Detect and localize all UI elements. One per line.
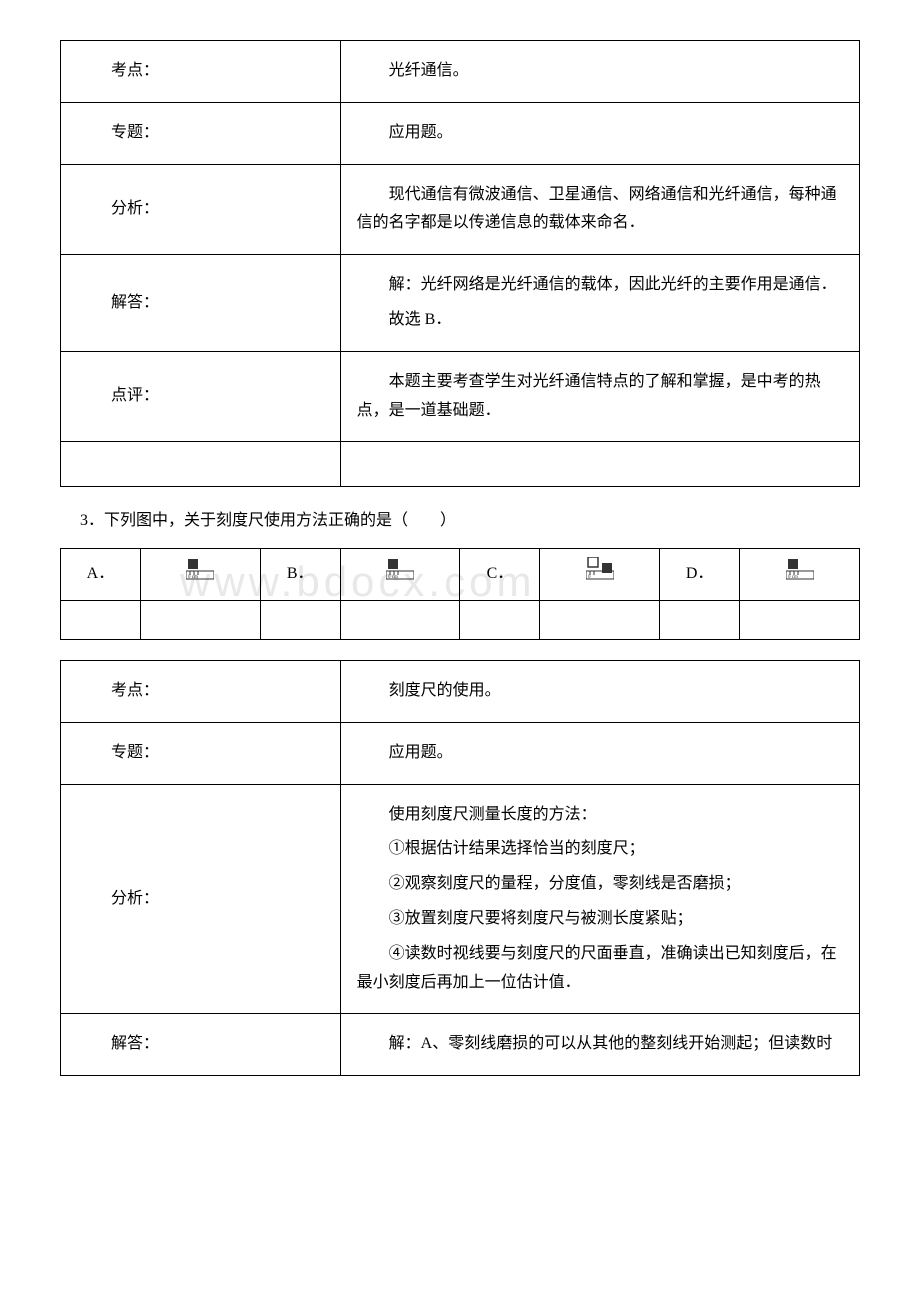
- row-label: 分析：: [61, 784, 341, 1014]
- row-label: 点评：: [61, 351, 341, 442]
- row-content: 本题主要考查学生对光纤通信特点的了解和掌握，是中考的热点，是一道基础题．: [340, 351, 859, 442]
- question-text: 3．下列图中，关于刻度尺使用方法正确的是（ ）: [80, 507, 860, 536]
- svg-text:0 cm: 0 cm: [788, 575, 798, 580]
- option-d-image: 0 cm: [740, 549, 860, 601]
- row-content: 现代通信有微波通信、卫星通信、网络通信和光纤通信，每种通信的名字都是以传递信息的…: [340, 164, 859, 255]
- ruler-icon: 0 cm: [186, 557, 214, 581]
- ruler-icon: 0: [586, 557, 614, 581]
- row-content: 刻度尺的使用。: [340, 660, 859, 722]
- svg-text:0 cm: 0 cm: [188, 575, 198, 580]
- option-c-image: 0: [540, 549, 660, 601]
- row-label: 专题：: [61, 722, 341, 784]
- ruler-icon: 0 cm: [386, 557, 414, 581]
- option-b-image: 0 cm: [340, 549, 460, 601]
- svg-text:0 cm: 0 cm: [388, 575, 398, 580]
- row-label: 解答：: [61, 255, 341, 352]
- option-a-label: A．: [61, 549, 141, 601]
- row-label: 考点：: [61, 660, 341, 722]
- row-content: 应用题。: [340, 102, 859, 164]
- row-label: 解答：: [61, 1014, 341, 1076]
- row-content: 解：光纤网络是光纤通信的载体，因此光纤的主要作用是通信． 故选 B．: [340, 255, 859, 352]
- option-b-label: B．: [260, 549, 340, 601]
- empty-row: [61, 442, 860, 487]
- row-content: 光纤通信。: [340, 41, 859, 103]
- options-table: A． 0 cm B． 0 cm C． 0 D． 0 cm: [60, 548, 860, 640]
- option-a-image: 0 cm: [140, 549, 260, 601]
- analysis-table-2: 考点： 刻度尺的使用。 专题： 应用题。 分析： 使用刻度尺测量长度的方法： ①…: [60, 660, 860, 1076]
- analysis-table-1: 考点： 光纤通信。 专题： 应用题。 分析： 现代通信有微波通信、卫星通信、网络…: [60, 40, 860, 487]
- option-d-label: D．: [660, 549, 740, 601]
- empty-options-row: [61, 600, 860, 639]
- row-label: 分析：: [61, 164, 341, 255]
- row-label: 专题：: [61, 102, 341, 164]
- ruler-icon: 0 cm: [786, 557, 814, 581]
- row-content: 使用刻度尺测量长度的方法： ①根据估计结果选择恰当的刻度尺； ②观察刻度尺的量程…: [340, 784, 859, 1014]
- option-c-label: C．: [460, 549, 540, 601]
- row-content: 解：A、零刻线磨损的可以从其他的整刻线开始测起；但读数时: [340, 1014, 859, 1076]
- row-label: 考点：: [61, 41, 341, 103]
- row-content: 应用题。: [340, 722, 859, 784]
